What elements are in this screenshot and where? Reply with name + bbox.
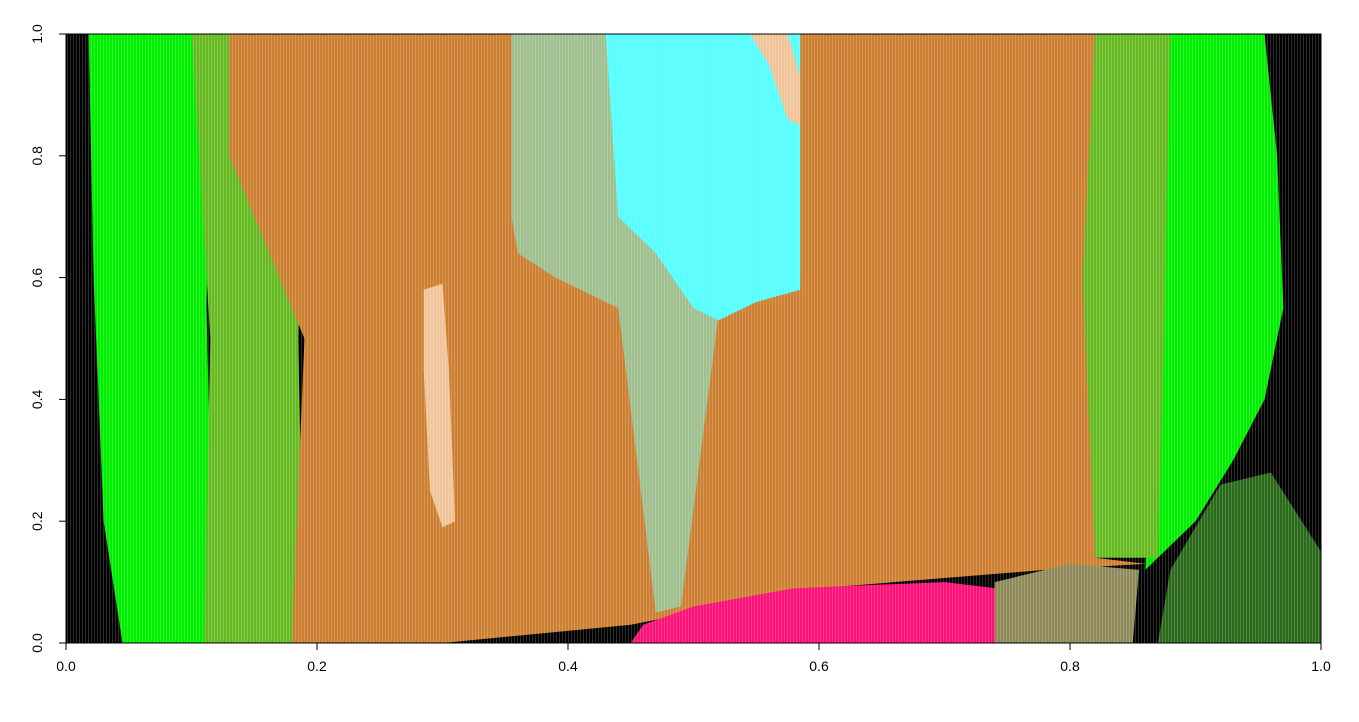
y-tick-label: 0.0 bbox=[29, 633, 45, 653]
x-tick-label: 1.0 bbox=[1311, 658, 1331, 674]
plot-frame bbox=[65, 33, 1322, 644]
y-tick-label: 0.6 bbox=[29, 268, 45, 288]
y-tick-label: 1.0 bbox=[29, 24, 45, 44]
x-tick-label: 0.6 bbox=[809, 658, 829, 674]
x-tick-label: 0.2 bbox=[307, 658, 327, 674]
y-tick-label: 0.4 bbox=[29, 389, 45, 409]
y-tick-label: 0.2 bbox=[29, 511, 45, 531]
x-tick-label: 0.4 bbox=[558, 658, 578, 674]
stripe-texture bbox=[66, 34, 1321, 643]
x-tick-label: 0.0 bbox=[56, 658, 76, 674]
y-tick-label: 0.8 bbox=[29, 146, 45, 166]
axes: 0.0 0.2 0.4 0.6 0.8 1.0 0.0 0.2 0.4 0.6 0.8 1.0 bbox=[29, 24, 1331, 674]
x-tick-label: 0.8 bbox=[1060, 658, 1080, 674]
